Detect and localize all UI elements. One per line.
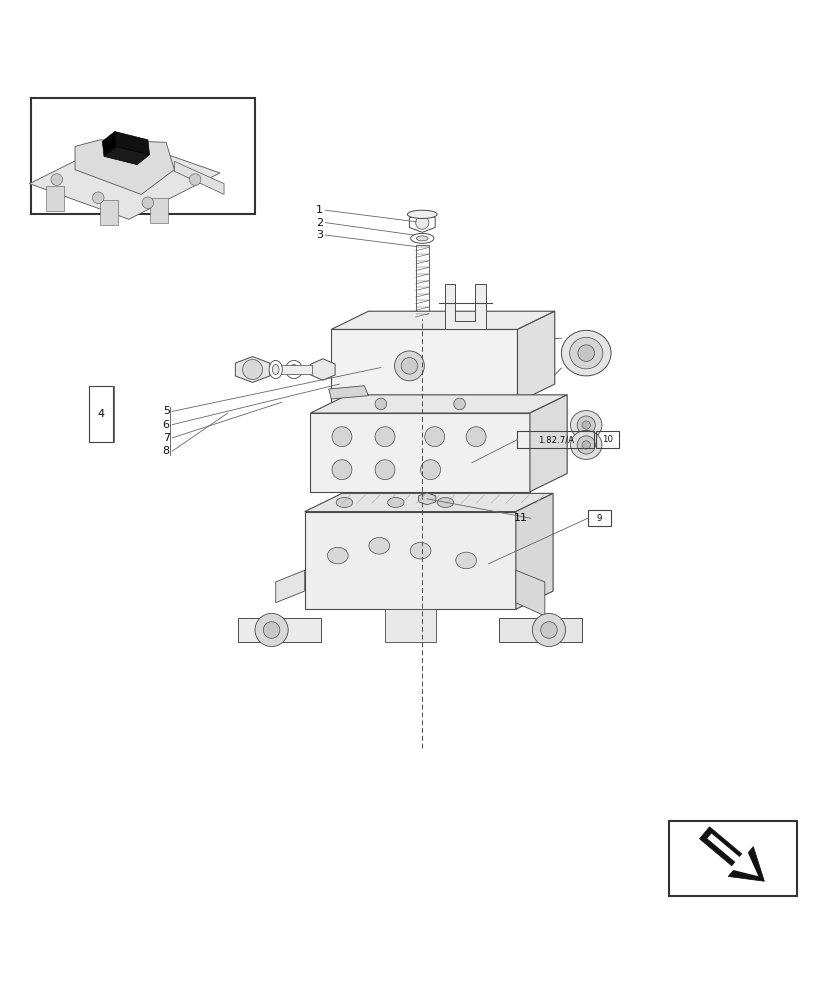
Polygon shape: [409, 213, 435, 232]
Polygon shape: [275, 570, 304, 603]
Bar: [595, 431, 619, 448]
Ellipse shape: [581, 421, 590, 429]
Bar: [415, 245, 428, 319]
Circle shape: [415, 216, 428, 229]
Text: 6: 6: [163, 420, 170, 430]
Circle shape: [189, 174, 201, 185]
Circle shape: [255, 613, 288, 647]
Ellipse shape: [455, 552, 476, 569]
Circle shape: [51, 174, 63, 185]
Polygon shape: [75, 140, 174, 194]
Polygon shape: [331, 311, 554, 329]
Ellipse shape: [416, 236, 428, 241]
Polygon shape: [238, 618, 321, 642]
Polygon shape: [310, 395, 566, 413]
Ellipse shape: [368, 538, 390, 554]
Circle shape: [420, 460, 440, 480]
Polygon shape: [235, 357, 270, 382]
Circle shape: [375, 398, 386, 410]
Polygon shape: [517, 311, 554, 402]
Polygon shape: [385, 609, 435, 642]
Ellipse shape: [289, 365, 298, 374]
Polygon shape: [706, 833, 758, 876]
Polygon shape: [515, 570, 544, 616]
Text: 9: 9: [596, 514, 601, 523]
Circle shape: [332, 427, 351, 447]
Polygon shape: [150, 198, 168, 223]
Polygon shape: [328, 386, 368, 399]
Polygon shape: [699, 827, 763, 881]
Polygon shape: [529, 395, 566, 492]
Ellipse shape: [336, 498, 352, 507]
Text: 11: 11: [514, 513, 528, 523]
Ellipse shape: [576, 416, 595, 434]
Circle shape: [540, 622, 557, 638]
Circle shape: [142, 197, 154, 209]
Bar: [89, 386, 112, 442]
Ellipse shape: [269, 360, 282, 379]
Circle shape: [401, 358, 417, 374]
Ellipse shape: [570, 430, 601, 459]
Bar: [31, 98, 255, 214]
Circle shape: [263, 622, 280, 638]
Polygon shape: [115, 132, 150, 155]
Polygon shape: [310, 413, 529, 492]
Ellipse shape: [577, 345, 594, 361]
Polygon shape: [418, 493, 435, 505]
Ellipse shape: [410, 542, 431, 559]
Ellipse shape: [570, 411, 601, 440]
Ellipse shape: [272, 365, 279, 374]
Text: 7: 7: [162, 433, 170, 443]
Text: 4: 4: [98, 409, 104, 419]
Circle shape: [93, 192, 104, 204]
Circle shape: [375, 427, 394, 447]
Ellipse shape: [576, 436, 595, 454]
Polygon shape: [331, 329, 517, 402]
Bar: [587, 510, 610, 526]
Ellipse shape: [437, 498, 453, 507]
Polygon shape: [304, 512, 515, 609]
Ellipse shape: [561, 330, 610, 376]
Circle shape: [332, 460, 351, 480]
Ellipse shape: [407, 210, 437, 218]
Polygon shape: [100, 200, 118, 225]
Circle shape: [394, 351, 424, 381]
Text: 5: 5: [163, 406, 170, 416]
Bar: [668, 821, 796, 896]
Ellipse shape: [327, 547, 348, 564]
Polygon shape: [304, 493, 552, 512]
Polygon shape: [310, 359, 335, 380]
Text: 10: 10: [601, 435, 613, 444]
Bar: [272, 365, 312, 374]
Ellipse shape: [581, 441, 590, 449]
Polygon shape: [104, 146, 150, 165]
Text: 8: 8: [162, 446, 170, 456]
Polygon shape: [444, 284, 485, 329]
Ellipse shape: [285, 360, 302, 379]
Circle shape: [242, 360, 262, 379]
Ellipse shape: [410, 233, 433, 243]
Text: 1: 1: [316, 205, 323, 215]
Circle shape: [453, 398, 465, 410]
Polygon shape: [174, 161, 224, 194]
Polygon shape: [46, 186, 65, 211]
Circle shape: [375, 460, 394, 480]
Text: 1.82.7/A: 1.82.7/A: [537, 435, 573, 444]
Circle shape: [466, 427, 485, 447]
Polygon shape: [30, 138, 220, 219]
Circle shape: [424, 427, 444, 447]
Text: 2: 2: [315, 218, 323, 228]
Bar: [517, 431, 593, 448]
Ellipse shape: [569, 337, 602, 369]
Circle shape: [532, 613, 565, 647]
Ellipse shape: [387, 498, 404, 507]
Polygon shape: [103, 132, 117, 156]
Text: 3: 3: [316, 230, 323, 240]
Polygon shape: [515, 493, 552, 609]
Polygon shape: [499, 618, 581, 642]
